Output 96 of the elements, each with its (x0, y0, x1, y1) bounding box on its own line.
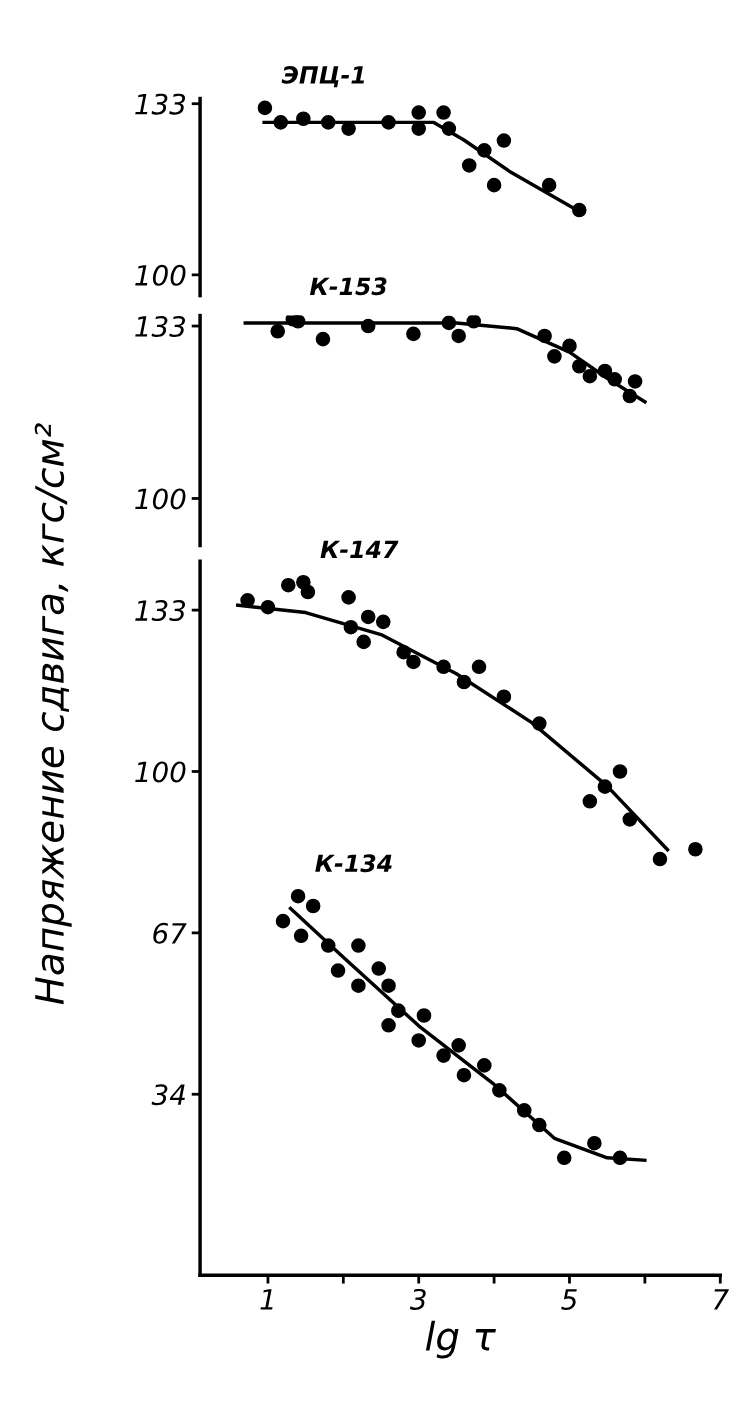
point (240, 593, 255, 608)
point (612, 764, 628, 779)
point (375, 614, 391, 630)
line-series (288, 906, 647, 1163)
point (516, 1103, 532, 1118)
point (466, 315, 482, 329)
point (441, 121, 457, 136)
point (290, 888, 306, 904)
point (273, 115, 289, 130)
point (320, 115, 336, 130)
x-tick-label: 1 (260, 1289, 273, 1310)
point (622, 812, 638, 827)
y-tick-label: 133 (135, 600, 186, 622)
point (556, 1150, 572, 1166)
y-tick-label: 100 (135, 761, 186, 783)
point (537, 328, 552, 344)
point (436, 105, 451, 120)
point (492, 1083, 507, 1098)
point (275, 913, 291, 929)
point (296, 111, 311, 127)
point (371, 961, 387, 976)
point (315, 331, 331, 347)
series-label: ЭПЦ-1 (281, 65, 365, 88)
point (562, 338, 577, 354)
point (456, 674, 472, 690)
point (496, 689, 512, 704)
point (612, 1150, 628, 1166)
point (436, 1048, 451, 1063)
point (541, 177, 557, 193)
point (341, 590, 356, 605)
point (411, 1033, 426, 1048)
point (411, 105, 426, 120)
point (532, 716, 547, 731)
point (456, 1067, 472, 1083)
y-tick-label: 133 (135, 93, 186, 115)
point (360, 609, 376, 625)
series-label: К-147 (320, 540, 399, 558)
point (461, 158, 477, 173)
point (471, 659, 487, 675)
point (351, 938, 366, 953)
x-tick-label: 7 (714, 1289, 729, 1310)
point (305, 898, 321, 914)
point (451, 328, 466, 344)
point (381, 978, 396, 993)
point (496, 133, 512, 148)
point (597, 779, 613, 794)
point (356, 634, 371, 650)
y-tick-label: 34 (151, 1084, 185, 1106)
point (477, 1058, 492, 1073)
point (300, 584, 316, 600)
x-tick-label: 3 (409, 1288, 426, 1310)
point (290, 315, 306, 329)
y-axis-title: Напряжение сдвига, кгс/см² (34, 423, 72, 1005)
point (477, 143, 492, 158)
x-axis-title: lg τ (425, 1320, 496, 1359)
point (532, 1117, 547, 1133)
point (381, 1018, 396, 1033)
point (343, 619, 359, 635)
point (582, 368, 598, 384)
point (587, 1135, 602, 1151)
point (416, 1008, 432, 1023)
series-label: К-134 (315, 854, 392, 873)
y-tick-label: 67 (153, 922, 187, 944)
series-label: К-153 (309, 277, 387, 296)
point (381, 115, 396, 130)
point (293, 928, 309, 944)
x-tick-label: 5 (561, 1289, 577, 1310)
point (391, 1003, 406, 1018)
point (320, 938, 336, 953)
point (441, 315, 457, 331)
y-tick-label: 133 (135, 315, 186, 337)
point (688, 841, 703, 857)
point (360, 318, 376, 334)
point (627, 374, 643, 389)
point (257, 100, 273, 116)
point (572, 202, 587, 218)
y-tick-label: 100 (135, 488, 186, 510)
point (406, 326, 421, 342)
point (351, 978, 366, 993)
point (582, 794, 598, 809)
point (572, 358, 587, 374)
point (652, 851, 668, 867)
point (406, 654, 421, 670)
point (436, 659, 451, 675)
point (270, 323, 286, 339)
point (597, 363, 613, 379)
point (330, 963, 346, 978)
point (451, 1038, 466, 1053)
y-tick-label: 100 (135, 264, 186, 286)
point (280, 577, 296, 593)
point (547, 349, 562, 364)
point (486, 177, 502, 193)
point (607, 372, 623, 387)
point (396, 644, 411, 660)
point (260, 599, 276, 615)
point (622, 388, 638, 404)
